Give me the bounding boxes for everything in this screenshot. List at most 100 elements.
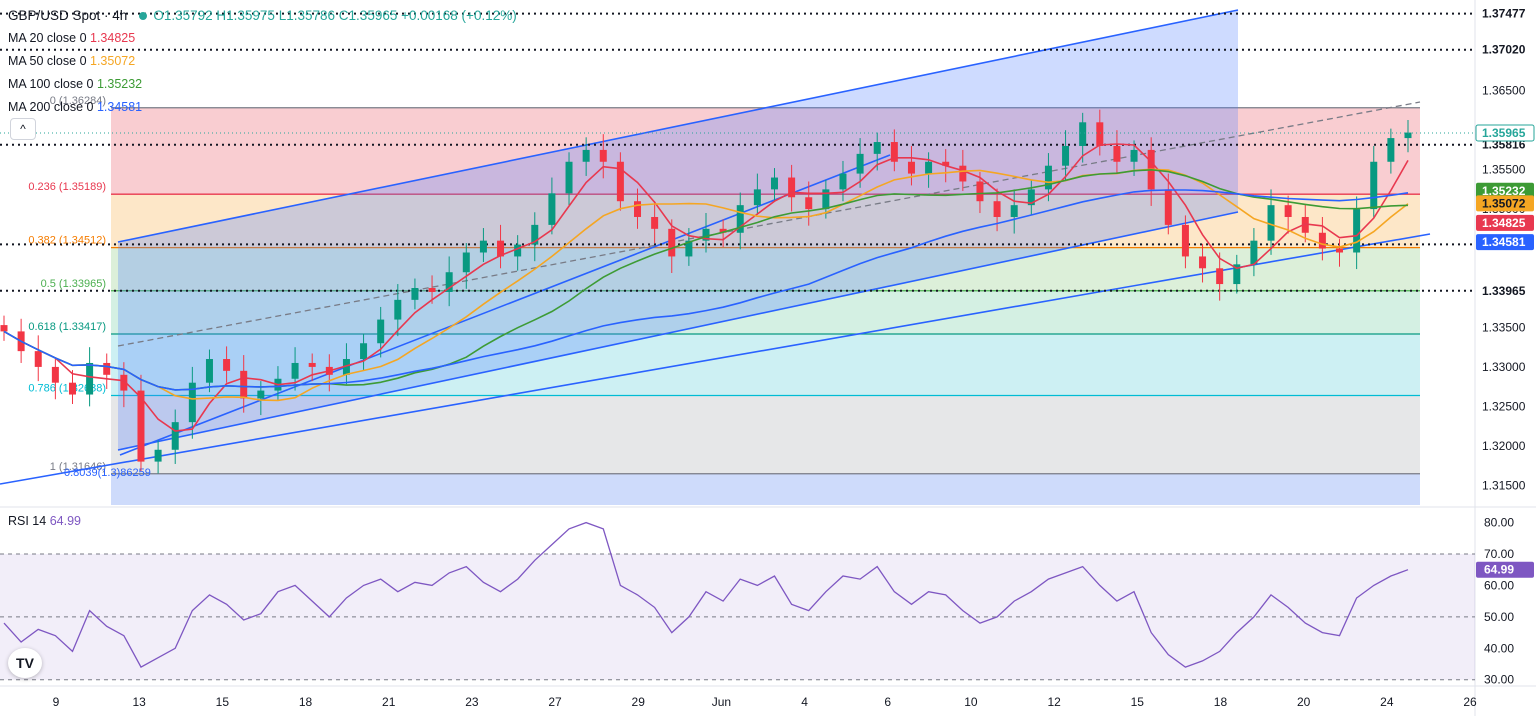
ma50-legend[interactable]: MA 50 close 0 1.35072 (8, 50, 517, 73)
ohlc-change: +0.00168 (+0.12%) (401, 8, 517, 23)
fib-label-0.786: 0.786 (1.32638) (28, 382, 106, 394)
time-tick-label: 27 (548, 695, 562, 709)
candle-body (1250, 240, 1258, 265)
candle-body (34, 351, 42, 367)
rsi-tick-label: 50.00 (1484, 610, 1514, 624)
tradingview-logo[interactable]: TV (8, 648, 42, 678)
level-price-label: 1.37020 (1482, 43, 1526, 57)
candle-body (582, 149, 590, 162)
fib-label-0.618: 0.618 (1.33417) (28, 321, 106, 333)
ohlc-low: L1.35786 (278, 8, 336, 23)
time-tick-label: 15 (1131, 695, 1145, 709)
candle-body (223, 359, 231, 371)
fib-label-0.5: 0.5 (1.33965) (41, 278, 106, 290)
fib-zone-0 (111, 107, 1420, 195)
chart-legend: GBP/USD Spot · 4h O1.35792 H1.35975 L1.35… (8, 4, 517, 119)
candle-body (1233, 264, 1241, 285)
price-badge-label: 1.35072 (1482, 196, 1526, 210)
candle-body (120, 374, 128, 391)
time-tick-label: 6 (884, 695, 891, 709)
ma200-line (3, 189, 1409, 391)
fib-label-1: 1 (1.31646) (50, 461, 106, 473)
candle-body (462, 252, 470, 273)
time-tick-label: 4 (801, 695, 808, 709)
candle-body (411, 288, 419, 300)
candle-body (993, 201, 1001, 217)
candle-body (565, 161, 573, 194)
candle-body (1387, 138, 1395, 162)
candle-body (428, 288, 436, 292)
time-tick-label: 18 (299, 695, 313, 709)
price-tick-label: 1.33000 (1482, 360, 1526, 374)
candle-body (873, 142, 881, 154)
candle-body (360, 343, 368, 360)
candle-body (959, 165, 967, 182)
candle-body (342, 359, 350, 375)
ohlc-close: C1.35965 (338, 8, 398, 23)
fib-zone-0.382 (111, 247, 1420, 291)
candle-body (907, 161, 915, 174)
fib-zone-0.786 (111, 395, 1420, 474)
long-trendline (0, 233, 1431, 485)
candle-body (377, 319, 385, 344)
price-badge-label: 1.34581 (1482, 235, 1526, 249)
price-badge-label: 1.35965 (1482, 126, 1526, 140)
ma100-value: 1.35232 (96, 77, 143, 91)
price-badge (1475, 124, 1535, 142)
time-tick-label: 21 (382, 695, 396, 709)
symbol-title: GBP/USD Spot · 4h (8, 8, 128, 23)
candle-body (171, 422, 179, 450)
price-tick-label: 1.32500 (1482, 399, 1526, 413)
rsi-label: RSI 14 (8, 514, 47, 528)
candle-body (1164, 189, 1172, 225)
market-status-dot-icon (139, 12, 148, 21)
candle-body (976, 181, 984, 202)
candle-body (257, 390, 265, 399)
candle-body (1336, 248, 1344, 253)
collapse-legend-button[interactable]: ^ (10, 118, 36, 140)
candle-body (531, 224, 539, 245)
channel-upper-line (117, 9, 1239, 243)
time-tick-label: 24 (1380, 695, 1394, 709)
price-badge (1476, 214, 1534, 231)
candle-body (736, 205, 744, 233)
ma50-line (3, 168, 1409, 402)
candle-body (856, 153, 864, 174)
rsi-tick-label: 70.00 (1484, 547, 1514, 561)
candle-body (1079, 122, 1087, 146)
ma100-legend[interactable]: MA 100 close 0 1.35232 (8, 73, 517, 96)
candle-body (702, 228, 710, 241)
candle-body (291, 362, 299, 379)
candle-body (394, 299, 402, 320)
rsi-legend[interactable]: RSI 14 64.99 (8, 514, 81, 528)
ma200-legend[interactable]: MA 200 close 0 1.34581 (8, 96, 517, 119)
level-price-label: 1.33965 (1482, 284, 1526, 298)
time-tick-label: Jun (712, 695, 731, 709)
ma20-legend[interactable]: MA 20 close 0 1.34825 (8, 27, 517, 50)
ma20-value: 1.34825 (90, 31, 136, 45)
ma200-label: MA 200 close 0 (8, 100, 94, 114)
candle-body (86, 362, 94, 395)
candle-body (1010, 205, 1018, 217)
fib-label-0: 0 (1.36284) (50, 95, 106, 107)
candle-body (770, 177, 778, 190)
time-tick-label: 9 (53, 695, 60, 709)
candle-body (0, 325, 8, 332)
candle-body (925, 161, 933, 174)
candle-body (890, 142, 898, 162)
rsi-tick-label: 30.00 (1484, 673, 1514, 687)
ma20-label: MA 20 close 0 (8, 31, 87, 45)
symbol-row: GBP/USD Spot · 4h O1.35792 H1.35975 L1.35… (8, 4, 517, 27)
time-tick-label: 20 (1297, 695, 1311, 709)
candle-body (1370, 161, 1378, 210)
candle-body (719, 228, 727, 233)
rsi-legend-value: 64.99 (49, 514, 81, 528)
candle-body (651, 216, 659, 229)
channel-mid-dashed (117, 101, 1421, 347)
candle-body (1044, 165, 1052, 190)
candle-body (942, 161, 950, 166)
price-badge (1476, 195, 1534, 212)
candle-body (68, 382, 76, 395)
candle-body (137, 390, 145, 462)
